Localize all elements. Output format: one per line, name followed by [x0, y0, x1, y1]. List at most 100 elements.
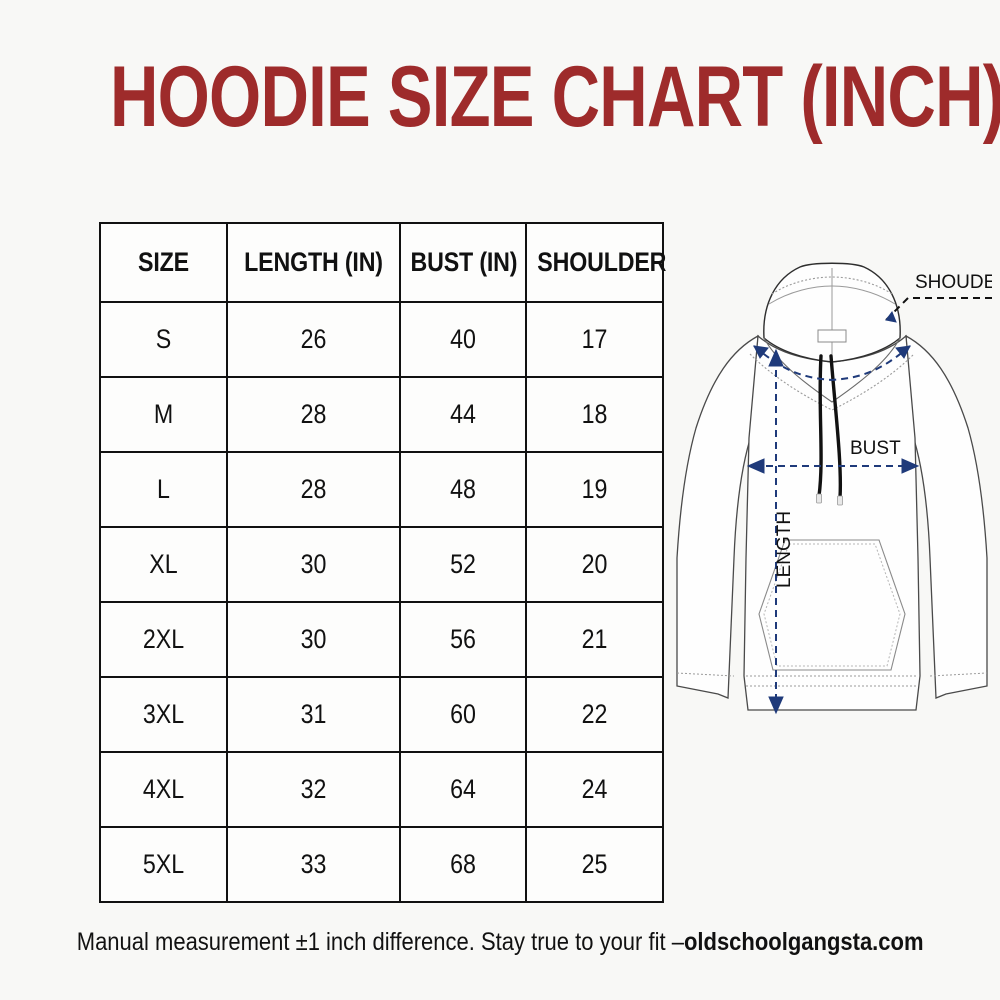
cell-length-value: 31 — [300, 699, 327, 729]
drawstring-aglet-left — [816, 493, 822, 504]
table-row: L 28 48 19 — [99, 451, 664, 528]
table-row: 3XL 31 60 22 — [99, 676, 664, 753]
kangaroo-pocket — [758, 539, 906, 671]
cell-bust-value: 60 — [450, 699, 476, 729]
cell-shoulder-value: 22 — [581, 699, 608, 729]
cell-size: 4XL — [99, 751, 228, 828]
column-header-size-label: SIZE — [138, 247, 189, 277]
cell-length: 28 — [226, 451, 401, 528]
bust-arrow-right — [901, 458, 920, 474]
hoodie-diagram: SHOUDER BUST LENGTH — [672, 258, 992, 728]
cell-size-value: 3XL — [142, 699, 185, 729]
cell-shoulder-value: 19 — [581, 474, 608, 504]
cell-shoulder: 17 — [525, 301, 664, 378]
cell-bust-value: 56 — [450, 624, 476, 654]
column-header-length-label: LENGTH (IN) — [244, 247, 383, 277]
table-row: M 28 44 18 — [99, 376, 664, 453]
cell-length-value: 33 — [300, 849, 327, 879]
length-label: LENGTH — [774, 511, 795, 588]
cell-length: 32 — [226, 751, 401, 828]
cell-size-value: XL — [149, 549, 178, 579]
bust-arrow-left — [746, 458, 765, 474]
left-sleeve — [676, 334, 759, 699]
cell-shoulder: 20 — [525, 526, 664, 603]
cell-bust-value: 40 — [450, 324, 476, 354]
cell-bust-value: 64 — [450, 774, 476, 804]
cell-bust: 40 — [399, 301, 527, 378]
cell-length-value: 26 — [300, 324, 327, 354]
page-title: HOODIE SIZE CHART (INCH) — [110, 49, 1000, 145]
cell-length-value: 32 — [300, 774, 327, 804]
cell-shoulder-value: 21 — [581, 624, 608, 654]
cell-shoulder: 25 — [525, 826, 664, 903]
cell-shoulder: 19 — [525, 451, 664, 528]
cell-size-value: 2XL — [142, 624, 185, 654]
cell-size-value: M — [153, 399, 174, 429]
cell-bust: 64 — [399, 751, 527, 828]
length-arrow-top — [768, 348, 784, 367]
drawstring-aglet-right — [837, 495, 843, 506]
right-cuff-stitch — [929, 672, 988, 677]
table-row: 5XL 33 68 25 — [99, 826, 664, 903]
table-header: SIZE LENGTH (IN) BUST (IN) SHOULDER — [99, 222, 667, 303]
drawstring-right — [829, 354, 843, 500]
footer-note-text: Manual measurement ±1 inch difference. S… — [76, 928, 684, 956]
measurement-label-texts: SHOUDER BUST LENGTH — [774, 272, 992, 588]
column-header-shoulder-label: SHOULDER — [537, 247, 667, 277]
cell-size: M — [99, 376, 228, 453]
pocket-stitch — [763, 543, 901, 667]
neck-seam — [749, 353, 915, 411]
cell-size: 5XL — [99, 826, 228, 903]
cell-bust: 68 — [399, 826, 527, 903]
cell-length: 33 — [226, 826, 401, 903]
column-header-size: SIZE — [99, 222, 228, 303]
cell-length: 31 — [226, 676, 401, 753]
shoulder-arrow-right — [895, 345, 911, 359]
column-header-bust-label: BUST (IN) — [410, 247, 518, 277]
shoulder-arrow-left — [753, 345, 769, 359]
brand-website: oldschoolgangsta.com — [683, 928, 924, 956]
shoulder-label: SHOUDER — [915, 272, 992, 293]
cell-shoulder-value: 25 — [581, 849, 608, 879]
cell-length-value: 30 — [300, 549, 327, 579]
cell-shoulder: 24 — [525, 751, 664, 828]
footer-disclaimer: Manual measurement ±1 inch difference. S… — [0, 928, 1000, 957]
cell-size: 2XL — [99, 601, 228, 678]
cell-shoulder: 22 — [525, 676, 664, 753]
cell-size: 3XL — [99, 676, 228, 753]
cell-shoulder-value: 18 — [581, 399, 608, 429]
label-tag — [817, 329, 847, 343]
cell-bust: 52 — [399, 526, 527, 603]
cell-size-value: 5XL — [142, 849, 185, 879]
column-header-length: LENGTH (IN) — [226, 222, 401, 303]
table-row: 2XL 30 56 21 — [99, 601, 664, 678]
cell-length: 26 — [226, 301, 401, 378]
cell-shoulder-value: 17 — [581, 324, 608, 354]
cell-length-value: 30 — [300, 624, 327, 654]
drawstring-left — [817, 354, 823, 498]
cell-bust-value: 68 — [450, 849, 476, 879]
shoulder-leader-arrow — [885, 310, 897, 323]
cell-shoulder: 21 — [525, 601, 664, 678]
length-arrow-bottom — [768, 696, 784, 715]
size-chart-table: SIZE LENGTH (IN) BUST (IN) SHOULDER S 26… — [99, 222, 667, 903]
measurement-annotations — [746, 297, 992, 715]
column-header-shoulder: SHOULDER — [525, 222, 667, 303]
hoodie-garment-illustration — [676, 262, 988, 711]
table-body: S 26 40 17 M 28 44 18 L 28 48 19 XL 30 5… — [99, 301, 664, 903]
cell-bust-value: 48 — [450, 474, 476, 504]
cell-shoulder-value: 20 — [581, 549, 608, 579]
cell-length-value: 28 — [300, 399, 327, 429]
cell-size-value: L — [157, 474, 170, 504]
cell-length: 30 — [226, 601, 401, 678]
table-row: S 26 40 17 — [99, 301, 664, 378]
cell-bust: 60 — [399, 676, 527, 753]
cell-bust-value: 52 — [450, 549, 476, 579]
right-sleeve — [905, 334, 988, 699]
left-cuff-stitch — [676, 672, 735, 677]
table-row: 4XL 32 64 24 — [99, 751, 664, 828]
cell-size-value: S — [155, 324, 172, 354]
cell-bust: 48 — [399, 451, 527, 528]
cell-size: XL — [99, 526, 228, 603]
cell-length: 30 — [226, 526, 401, 603]
